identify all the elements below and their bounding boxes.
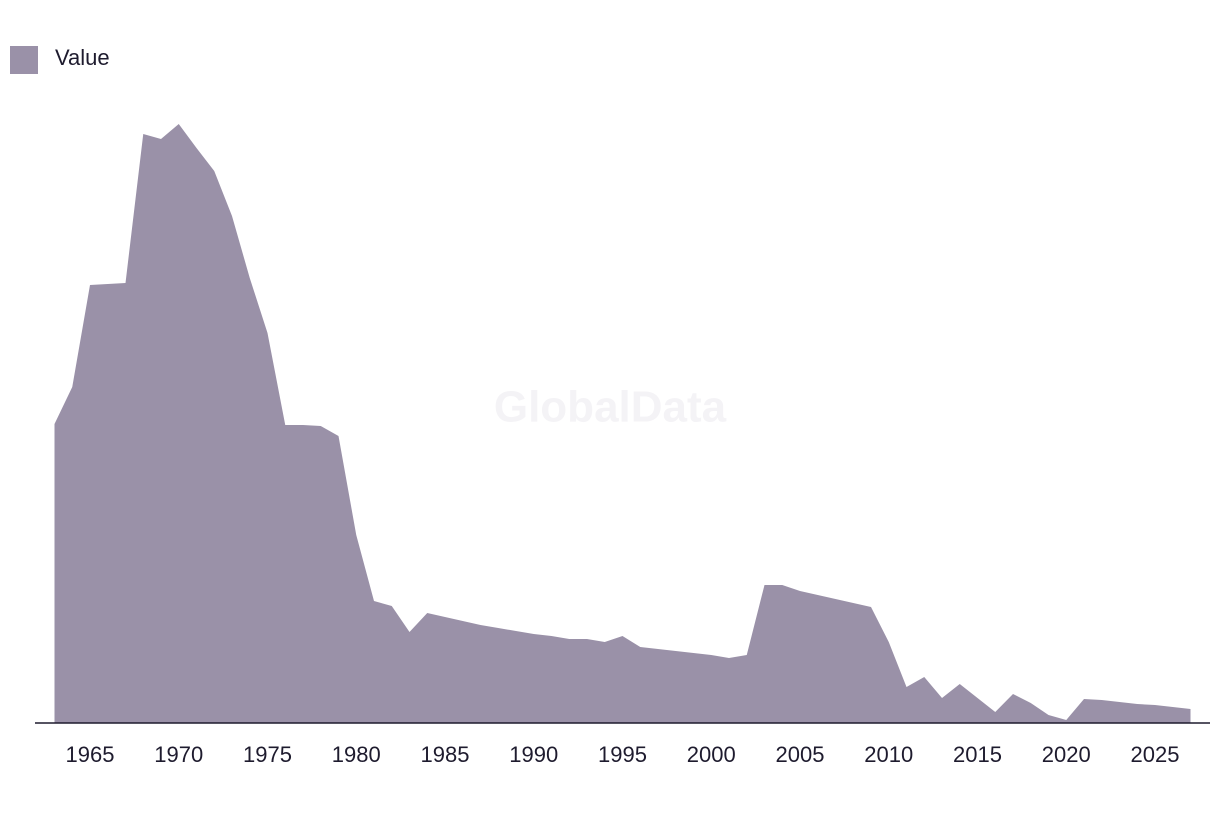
x-tick-label: 2005 <box>776 742 825 767</box>
x-tick-label: 1985 <box>421 742 470 767</box>
x-tick-label: 2025 <box>1131 742 1180 767</box>
x-tick-label: 1965 <box>66 742 115 767</box>
legend-swatch <box>10 46 38 74</box>
x-tick-label: 2020 <box>1042 742 1091 767</box>
legend-label: Value <box>55 45 110 70</box>
area <box>54 124 1191 723</box>
x-tick-label: 1970 <box>154 742 203 767</box>
x-tick-label: 1995 <box>598 742 647 767</box>
x-tick-label: 2015 <box>953 742 1002 767</box>
x-tick-label: 1975 <box>243 742 292 767</box>
x-tick-label: 1990 <box>509 742 558 767</box>
watermark: GlobalData <box>494 383 727 432</box>
x-tick-label: 2010 <box>864 742 913 767</box>
x-tick-label: 2000 <box>687 742 736 767</box>
x-tick-label: 1980 <box>332 742 381 767</box>
